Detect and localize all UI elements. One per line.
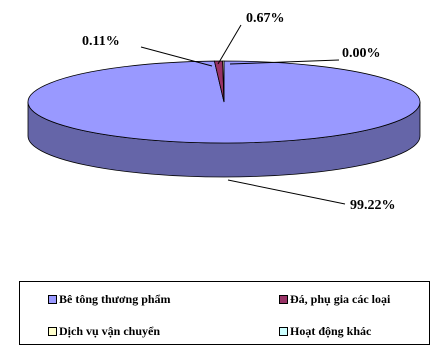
legend-item-da-phu-gia: Đá, phụ gia các loại xyxy=(279,292,390,307)
leader-lines xyxy=(140,24,346,205)
data-label: 0.67% xyxy=(246,11,285,26)
legend-item-be-tong: Bê tông thương phẩm xyxy=(48,292,171,307)
legend: Bê tông thương phẩm Đá, phụ gia các loại… xyxy=(19,281,430,345)
legend-label: Hoạt động khác xyxy=(290,324,372,338)
legend-label: Đá, phụ gia các loại xyxy=(290,292,391,306)
data-labels: 99.22% 0.67% 0.11% 0.00% xyxy=(82,11,396,213)
pie-top-face xyxy=(27,60,421,144)
leader-line xyxy=(140,46,213,67)
legend-swatch xyxy=(279,327,288,336)
legend-label: Bê tông thương phẩm xyxy=(59,292,171,306)
data-label: 0.00% xyxy=(342,46,381,61)
legend-label: Dịch vụ vận chuyển xyxy=(59,324,161,338)
legend-swatch xyxy=(48,327,57,336)
leader-line xyxy=(217,24,242,65)
legend-swatch xyxy=(48,295,57,304)
leader-line xyxy=(227,179,346,205)
pie-slice xyxy=(222,60,225,103)
legend-item-hoat-dong: Hoạt động khác xyxy=(279,324,371,339)
legend-item-dich-vu: Dịch vụ vận chuyển xyxy=(48,324,160,339)
data-label: 99.22% xyxy=(350,198,396,213)
leader-line xyxy=(229,59,340,65)
legend-swatch xyxy=(279,295,288,304)
data-label: 0.11% xyxy=(82,34,120,49)
